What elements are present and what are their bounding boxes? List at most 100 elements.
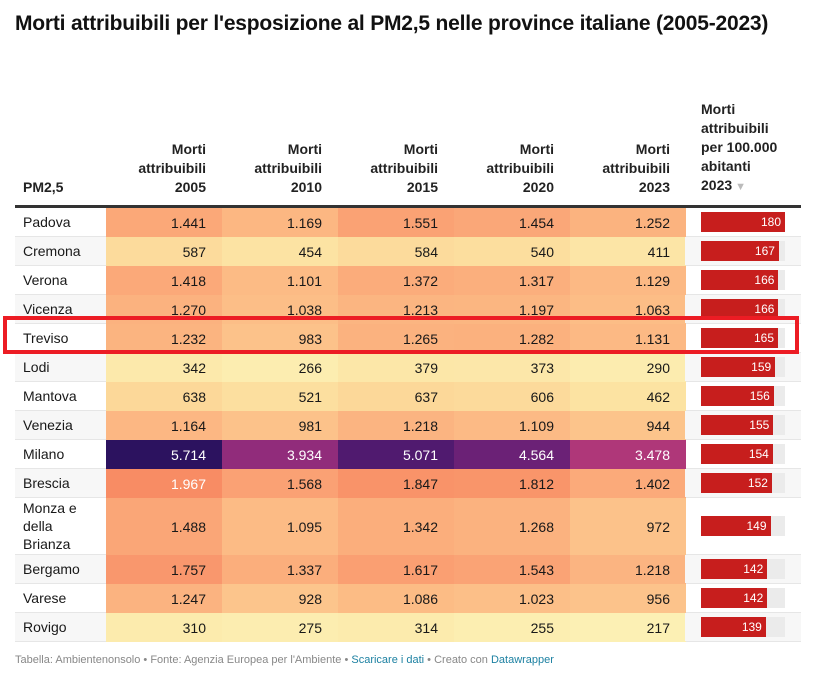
bar-track: 180 (701, 212, 785, 232)
heatmap-cell: 1.282 (454, 324, 570, 353)
heatmap-cell: 217 (570, 613, 686, 642)
heatmap-cell: 521 (222, 382, 338, 411)
rate-value: 166 (754, 302, 775, 316)
province-name: Milano (23, 446, 65, 462)
bar-track: 159 (701, 357, 785, 377)
table-row: Venezia 1.164 981 1.218 1.109 944 155 (15, 411, 801, 440)
rate-value: 165 (753, 331, 774, 345)
province-name: Vicenza (15, 295, 114, 323)
chart-title: Morti attribuibili per l'esposizione al … (15, 12, 769, 35)
heatmap-cell: 1.268 (454, 498, 570, 555)
heatmap-cell: 1.197 (454, 295, 570, 324)
heatmap-cell: 255 (454, 613, 570, 642)
heatmap-cell: 454 (222, 237, 338, 266)
rate-value: 167 (754, 244, 775, 258)
rate-cell: 166 (685, 295, 801, 323)
header-line: 2020 (522, 179, 554, 195)
rate-bar: 142 (701, 559, 768, 579)
rate-value: 152 (747, 476, 768, 490)
table-row: Milano 5.714 3.934 5.071 4.564 3.478 154 (15, 440, 801, 469)
sort-descending-icon[interactable]: ▼ (735, 181, 747, 193)
heatmap-cell: 379 (338, 353, 454, 382)
header-line: Morti (171, 141, 206, 157)
rate-value: 155 (749, 418, 770, 432)
rate-bar: 166 (701, 270, 779, 290)
province-name: Lodi (15, 353, 114, 381)
heatmap-cell: 1.441 (106, 208, 222, 237)
column-header-y2020[interactable]: Morti attribuibili 2020 (454, 140, 554, 197)
province-name: Rovigo (15, 613, 114, 641)
bar-track: 154 (701, 444, 785, 464)
table-row: Cremona 587 454 584 540 411 167 (15, 237, 801, 266)
rate-cell: 166 (685, 266, 801, 294)
rate-bar: 149 (701, 516, 771, 536)
rate-cell: 167 (685, 237, 801, 265)
heatmap-cell: 1.551 (338, 208, 454, 237)
header-line: PM2,5 (23, 179, 64, 195)
table-header: PM2,5 Morti attribuibili 2005 Morti attribuib… (15, 100, 801, 208)
bar-track: 149 (701, 516, 785, 536)
heatmap-cell: 1.418 (106, 266, 222, 295)
bar-track: 152 (701, 473, 785, 493)
header-line: 2015 (406, 179, 438, 195)
rate-value: 142 (743, 591, 764, 605)
footer: Tabella: Ambientenonsolo • Fonte: Agenzi… (15, 654, 554, 666)
column-header-y2015[interactable]: Morti attribuibili 2015 (338, 140, 438, 197)
rate-cell: 139 (685, 613, 801, 641)
rate-value: 156 (749, 389, 770, 403)
column-header-name[interactable]: PM2,5 (23, 178, 63, 197)
heatmap-cell: 587 (106, 237, 222, 266)
download-data-link[interactable]: Scaricare i dati (351, 654, 425, 666)
heatmap-cell: 411 (570, 237, 686, 266)
header-line: Morti (635, 141, 670, 157)
header-line: Morti (287, 141, 322, 157)
header-line: 2005 (174, 179, 206, 195)
heatmap-cell: 638 (106, 382, 222, 411)
heatmap-cell: 928 (222, 584, 338, 613)
heatmap-cell: 1.342 (338, 498, 454, 555)
rate-value: 159 (751, 360, 772, 374)
rate-bar: 159 (701, 357, 776, 377)
header-line: 2010 (290, 179, 322, 195)
rate-cell: 180 (685, 208, 801, 236)
header-line: attribuibili (486, 160, 554, 176)
bar-track: 166 (701, 270, 785, 290)
heatmap-cell: 266 (222, 353, 338, 382)
heatmap-cell: 373 (454, 353, 570, 382)
heatmap-cell: 1.454 (454, 208, 570, 237)
table-row: Mantova 638 521 637 606 462 156 (15, 382, 801, 411)
table-row: Vicenza 1.270 1.038 1.213 1.197 1.063 166 (15, 295, 801, 324)
province-name: Varese (23, 590, 67, 606)
heatmap-cell: 1.568 (222, 469, 338, 498)
province-name: Bergamo (15, 555, 114, 583)
province-name: Treviso (23, 330, 69, 346)
heatmap-cell: 606 (454, 382, 570, 411)
heatmap-cell: 1.129 (570, 266, 686, 295)
heatmap-cell: 310 (106, 613, 222, 642)
heatmap-cell: 1.402 (570, 469, 686, 498)
province-name: Cremona (15, 237, 114, 265)
province-name: Padova (23, 214, 71, 230)
rate-bar: 142 (701, 588, 768, 608)
header-line: attribuibili (701, 120, 769, 136)
heatmap-cell: 1.270 (106, 295, 222, 324)
column-header-y2023[interactable]: Morti attribuibili 2023 (570, 140, 670, 197)
rate-cell: 142 (685, 584, 801, 612)
rate-cell: 155 (685, 411, 801, 439)
heatmap-cell: 540 (454, 237, 570, 266)
table-row: Brescia 1.967 1.568 1.847 1.812 1.402 152 (15, 469, 801, 498)
column-header-y2010[interactable]: Morti attribuibili 2010 (222, 140, 322, 197)
rate-value: 180 (760, 215, 781, 229)
province-name: Brescia (15, 469, 114, 497)
heatmap-cell: 944 (570, 411, 686, 440)
header-line: attribuibili (254, 160, 322, 176)
bar-track: 165 (701, 328, 785, 348)
column-header-y2005[interactable]: Morti attribuibili 2005 (106, 140, 206, 197)
heatmap-cell: 3.478 (570, 440, 686, 469)
table-row: Treviso 1.232 983 1.265 1.282 1.131 165 (15, 324, 801, 353)
heatmap-cell: 1.488 (106, 498, 222, 555)
heatmap-cell: 1.169 (222, 208, 338, 237)
header-line: Morti (403, 141, 438, 157)
datawrapper-link[interactable]: Datawrapper (490, 654, 554, 666)
column-header-rate[interactable]: Morti attribuibili per 100.000 abitanti 2023… (701, 100, 801, 197)
